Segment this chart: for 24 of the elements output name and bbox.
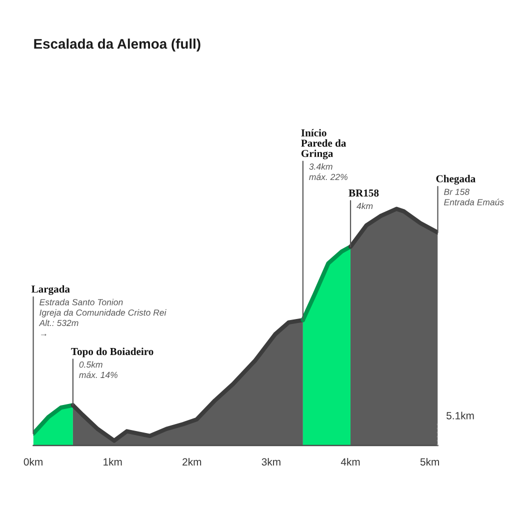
annotation: Largada <box>31 285 70 295</box>
text: Entrada Emaús <box>444 198 504 206</box>
ref-line-label: 5.1km <box>446 412 474 420</box>
text: 3.4km <box>309 163 332 170</box>
x-tick-label: 2km <box>182 458 202 466</box>
text: máx. 22% <box>309 174 348 180</box>
text: Br 158 <box>444 188 470 195</box>
annotation: Estrada Santo Tonion <box>40 298 123 306</box>
annotation: → <box>41 334 46 336</box>
x-tick-label: 5km <box>420 458 439 466</box>
x-tick-label: 4km <box>340 458 360 466</box>
annotation: 4km <box>356 202 373 210</box>
annotation: Chegada <box>436 174 476 185</box>
annotation: Início Parede da Gringa <box>301 128 346 160</box>
chart-title: Escalada da Alemoa (full) <box>34 38 200 52</box>
annotation: Alt.: 532m <box>38 320 78 326</box>
annotation: Topo do Boiadeiro <box>71 348 154 358</box>
annotation: BR158 <box>348 189 379 197</box>
annotation: Igreja da Comunidade Cristo Rei <box>40 309 166 318</box>
x-tick-label: 0km <box>24 458 42 466</box>
annotation: 0.5km <box>79 361 102 368</box>
annotation: máx. 14% <box>79 371 118 378</box>
x-tick-label: 3km <box>262 458 280 466</box>
x-tick-label: 1km <box>104 458 122 466</box>
